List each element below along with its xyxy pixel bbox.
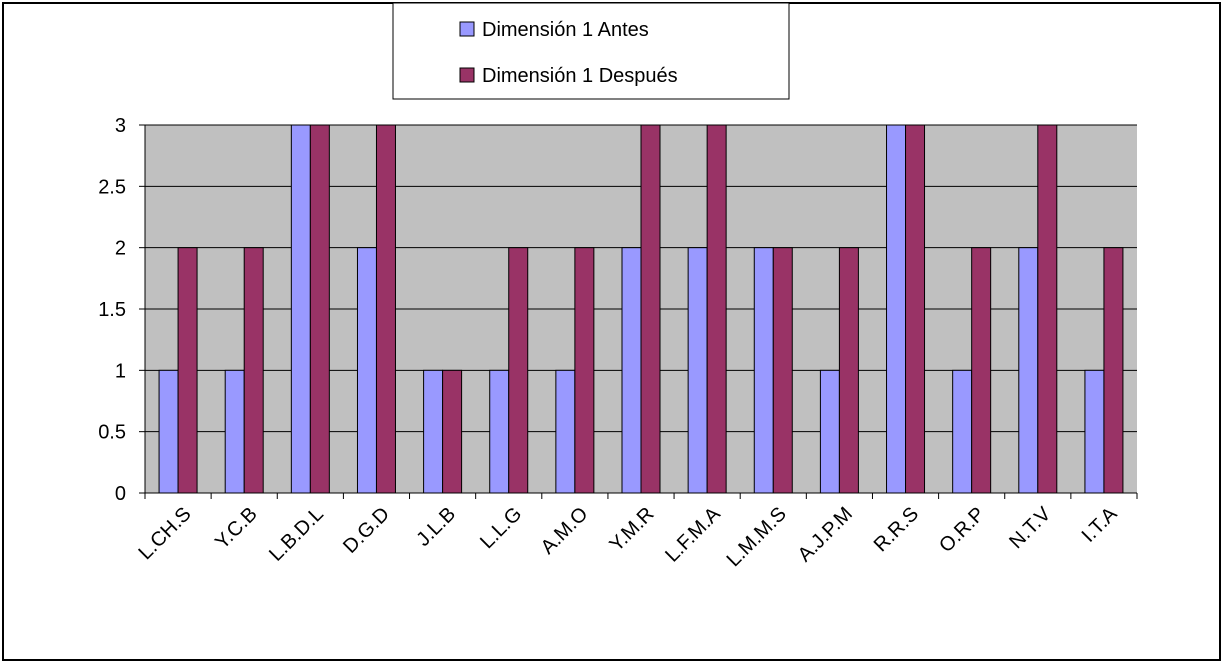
y-tick-label: 0 bbox=[115, 483, 126, 505]
y-tick-label: 1 bbox=[115, 360, 126, 382]
bar-despues bbox=[1038, 125, 1057, 493]
x-tick-label: A.J.P.M bbox=[794, 503, 857, 566]
bar-despues bbox=[443, 370, 462, 493]
y-tick-label: 2 bbox=[115, 238, 126, 260]
bar-antes bbox=[225, 370, 244, 493]
legend: Dimensión 1 Antes Dimensión 1 Después bbox=[393, 3, 789, 99]
bar-despues bbox=[972, 248, 991, 493]
bar-antes bbox=[1019, 248, 1038, 493]
bar-despues bbox=[310, 125, 329, 493]
bar-despues bbox=[244, 248, 263, 493]
y-tick-label: 3 bbox=[115, 115, 126, 137]
bar-antes bbox=[490, 370, 509, 493]
x-tick-label: L.B.D.L bbox=[265, 503, 328, 566]
bar-despues bbox=[509, 248, 528, 493]
bar-despues bbox=[178, 248, 197, 493]
x-tick-label: R.R.S bbox=[870, 503, 923, 556]
bar-antes bbox=[357, 248, 376, 493]
bar-antes bbox=[556, 370, 575, 493]
legend-swatch-despues bbox=[460, 68, 474, 82]
y-tick-label: 0.5 bbox=[98, 422, 126, 444]
x-tick-label: A.M.O bbox=[537, 503, 593, 559]
legend-swatch-antes bbox=[460, 22, 474, 36]
bar-antes bbox=[1085, 370, 1104, 493]
bar-antes bbox=[688, 248, 707, 493]
bar-despues bbox=[1104, 248, 1123, 493]
x-tick-label: I.T.A bbox=[1078, 503, 1122, 547]
legend-label-despues: Dimensión 1 Después bbox=[482, 65, 678, 87]
bar-antes bbox=[291, 125, 310, 493]
y-tick-labels: 0 0.5 1 1.5 2 2.5 3 bbox=[98, 115, 126, 505]
x-tick-label: N.T.V bbox=[1005, 503, 1056, 554]
bar-despues bbox=[839, 248, 858, 493]
bar-despues bbox=[376, 125, 395, 493]
x-tick-label: L.F.M.A bbox=[661, 503, 725, 567]
bar-antes bbox=[754, 248, 773, 493]
bar-antes bbox=[887, 125, 906, 493]
bar-antes bbox=[159, 370, 178, 493]
bar-despues bbox=[641, 125, 660, 493]
x-tick-label: L.M.M.S bbox=[723, 503, 791, 571]
bar-despues bbox=[707, 125, 726, 493]
x-tick-label: O.R.P bbox=[935, 503, 989, 557]
y-tick-label: 1.5 bbox=[98, 299, 126, 321]
bar-despues bbox=[773, 248, 792, 493]
bar-antes bbox=[622, 248, 641, 493]
x-tick-label: D.G.D bbox=[339, 503, 394, 558]
x-tick-label: J.L.B bbox=[412, 503, 460, 551]
legend-label-antes: Dimensión 1 Antes bbox=[482, 19, 649, 41]
bar-antes bbox=[424, 370, 443, 493]
x-tick-labels: L.CH.S Y.C.B L.B.D.L D.G.D J.L.B L.L.G A.M.O Y.… bbox=[134, 503, 1121, 572]
bar-despues bbox=[906, 125, 925, 493]
bar-despues bbox=[575, 248, 594, 493]
bar-antes bbox=[953, 370, 972, 493]
y-tick-label: 2.5 bbox=[98, 176, 126, 198]
x-tick-label: L.L.G bbox=[476, 503, 526, 553]
bar-antes bbox=[820, 370, 839, 493]
x-tick-label: Y.M.R bbox=[606, 503, 659, 556]
x-tick-label: L.CH.S bbox=[134, 503, 195, 564]
x-tick-label: Y.C.B bbox=[211, 503, 262, 554]
